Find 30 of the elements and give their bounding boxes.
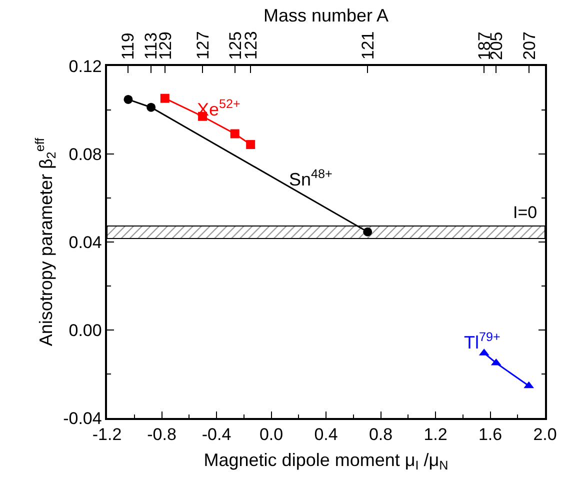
point xyxy=(124,94,133,104)
y-tick-label: 0.04 xyxy=(68,232,102,252)
point xyxy=(246,140,256,150)
point xyxy=(363,227,372,236)
x-axis-title: Magnetic dipole moment μ$_{I}$ /μ$_{N}$ xyxy=(204,450,448,473)
point xyxy=(160,94,170,103)
point xyxy=(230,129,240,138)
x-tick-label: 1.2 xyxy=(424,425,448,444)
text: 119 xyxy=(118,32,138,60)
text: 127 xyxy=(194,31,213,60)
text: 207 xyxy=(520,31,539,60)
point xyxy=(146,102,156,112)
band-label: I=0 xyxy=(513,203,538,222)
annotation: Sn$^{48+}$ xyxy=(289,167,332,190)
x-tick-label: 0.8 xyxy=(368,425,393,444)
y-tick-label: 0.00 xyxy=(68,320,102,340)
x-tick-label: 2.0 xyxy=(533,425,557,444)
x-tick-label: -0.8 xyxy=(147,425,176,444)
x-tick-label: 0.4 xyxy=(314,425,338,444)
x-tick-label: -1.2 xyxy=(92,425,122,444)
x-tick-label: 0.0 xyxy=(259,425,284,444)
text: 121 xyxy=(358,31,378,60)
x2-axis-title: Mass number A xyxy=(263,6,389,26)
x-tick-label: 1.6 xyxy=(478,425,502,444)
text: 129 xyxy=(156,32,175,60)
y-tick-label: -0.04 xyxy=(63,408,102,428)
x-tick-label: -0.4 xyxy=(202,425,232,444)
y-tick-label: 0.12 xyxy=(68,56,102,76)
y-tick-label: 0.08 xyxy=(68,144,102,164)
annotation: Tl$^{79+}$ xyxy=(464,330,500,353)
